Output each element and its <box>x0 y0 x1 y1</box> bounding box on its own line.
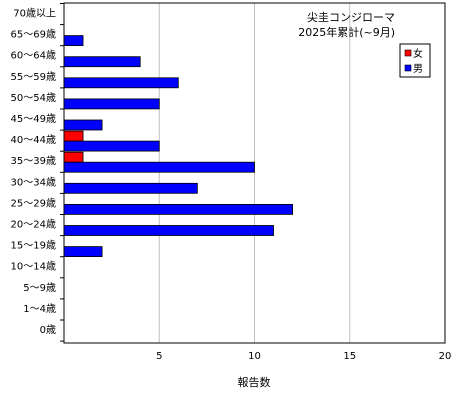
bar-male <box>63 119 103 131</box>
x-axis-label: 報告数 <box>238 376 271 389</box>
bar-male <box>63 56 141 68</box>
x-tick-label: 15 <box>343 351 356 362</box>
bar-male <box>63 182 198 194</box>
legend-swatch <box>404 64 412 72</box>
bar-male <box>63 77 179 89</box>
y-tick-label: 35～39歳 <box>11 155 56 167</box>
bar-female <box>63 130 84 142</box>
y-tick-label: 45～49歳 <box>11 113 56 125</box>
y-tick-label: 65～69歳 <box>11 29 56 41</box>
x-tick-label: 5 <box>156 351 162 362</box>
bar-male <box>63 161 255 173</box>
y-tick-label: 55～59歳 <box>11 71 56 83</box>
y-tick-label: 5～9歳 <box>23 282 56 294</box>
chart-title-line2: 2025年累計(~9月) <box>298 25 395 39</box>
legend-box <box>399 43 431 78</box>
y-tick-label: 25～29歳 <box>11 197 56 209</box>
bar-male <box>63 246 103 258</box>
y-tick-label: 1～4歳 <box>23 303 56 315</box>
legend-swatch <box>404 49 412 57</box>
plot-area-frame <box>63 2 446 344</box>
bar-male <box>63 140 160 152</box>
legend-label: 女 <box>413 47 423 60</box>
y-tick-label: 50～54歳 <box>11 92 56 104</box>
gridlines <box>158 3 351 343</box>
bar-male <box>63 98 160 110</box>
chart-title-line1: 尖圭コンジローマ <box>307 11 395 24</box>
bar-male <box>63 35 84 46</box>
y-tick-label: 60～64歳 <box>11 50 56 62</box>
y-tick-label: 70歳以上 <box>13 8 56 20</box>
x-tick-label: 10 <box>248 351 261 362</box>
y-tick-label: 30～34歳 <box>11 176 56 188</box>
y-tick-label: 40～44歳 <box>11 134 56 146</box>
bar-male <box>63 203 294 215</box>
bars <box>63 35 294 258</box>
y-axis-ticks: 70歳以上 65～69歳 60～64歳 55～59歳 50～54歳 45～49歳 40～44… <box>11 3 64 342</box>
x-tick-label: 20 <box>439 351 452 362</box>
y-tick-label: 0歳 <box>40 324 56 336</box>
x-axis-ticks: 5 10 15 20 <box>156 351 451 362</box>
legend: 女男 <box>399 43 431 78</box>
y-tick-label: 10～14歳 <box>11 261 56 273</box>
y-tick-label: 20～24歳 <box>11 219 56 231</box>
bar-female <box>63 151 84 163</box>
legend-label: 男 <box>413 63 423 75</box>
bar-male <box>63 225 274 236</box>
y-tick-label: 15～19歳 <box>11 240 56 252</box>
